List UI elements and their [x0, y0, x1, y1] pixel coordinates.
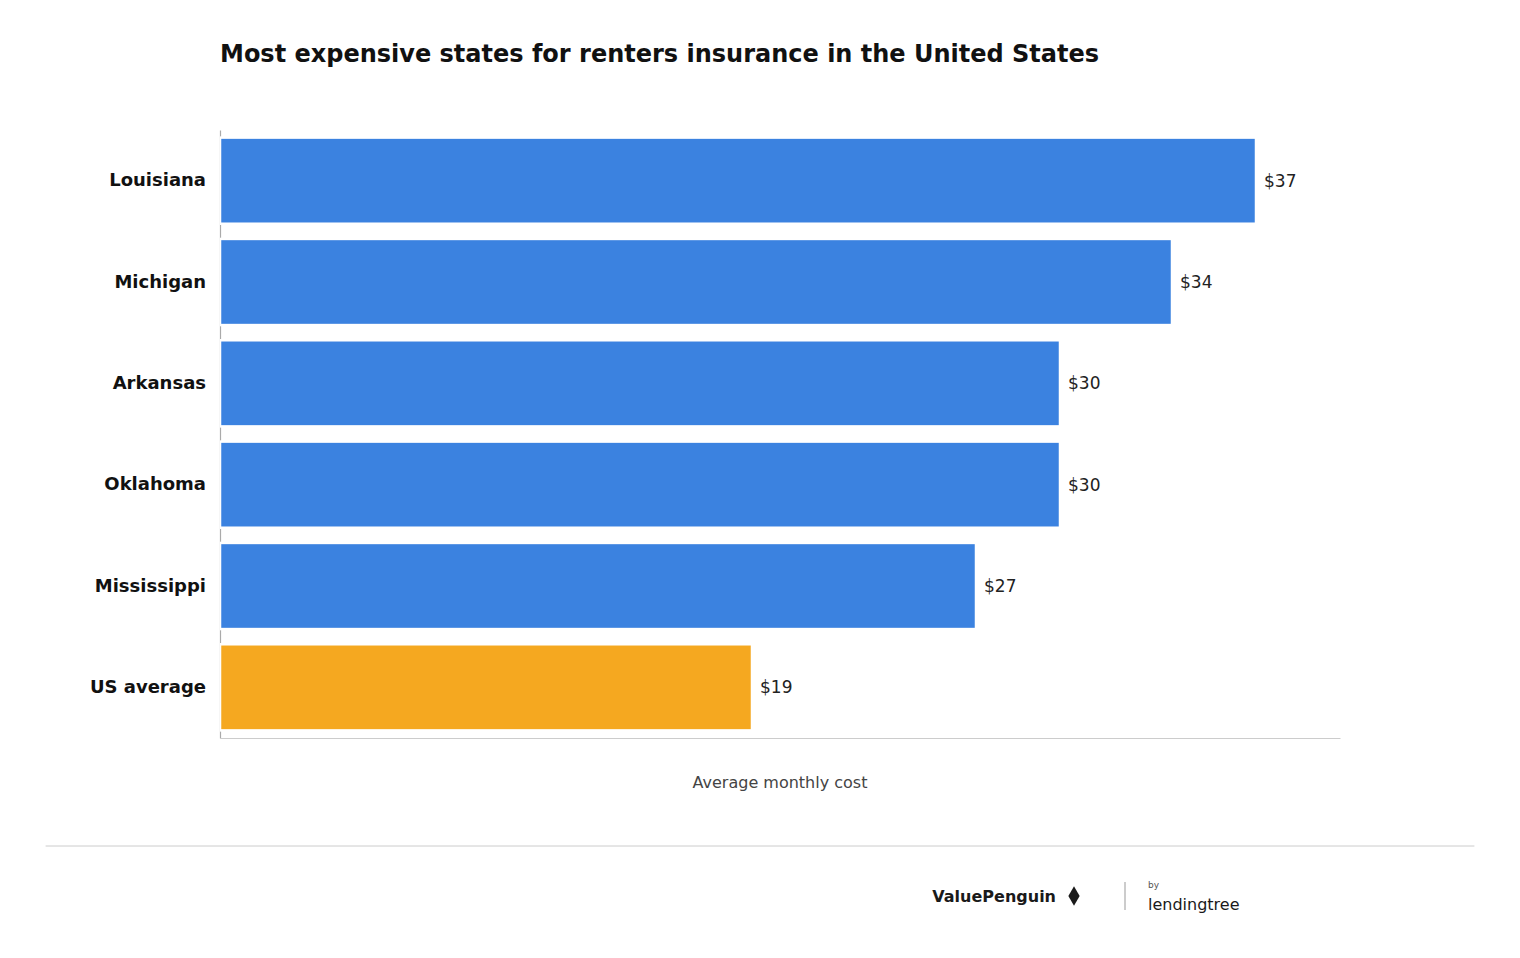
y-tick: Louisiana	[109, 169, 220, 190]
y-tick: Oklahoma	[104, 473, 220, 494]
bar	[220, 138, 1256, 224]
y-tick-label: Arkansas	[113, 372, 206, 393]
data-label: $37	[1264, 171, 1296, 191]
data-label: $34	[1180, 272, 1212, 292]
x-axis	[221, 738, 1341, 739]
y-tick: Mississippi	[95, 575, 220, 596]
footer-separator	[46, 846, 1475, 847]
data-label: $30	[1068, 475, 1100, 495]
y-axis: US average Mississippi Oklahoma Arkansas Mic…	[90, 131, 221, 739]
bars-inner	[220, 138, 1256, 731]
y-tick: US average	[90, 676, 220, 697]
data-label: $27	[984, 576, 1016, 596]
y-tick: Michigan	[114, 271, 220, 292]
footer-brand: ValuePenguin	[932, 887, 1056, 906]
data-label: $19	[760, 677, 792, 697]
bars	[220, 138, 1256, 731]
footer-by: by	[1148, 880, 1160, 890]
y-tick-label: Michigan	[114, 271, 206, 292]
x-axis-line	[221, 738, 1341, 739]
bar	[220, 543, 976, 629]
y-tick-label: Mississippi	[95, 575, 206, 596]
plot-area: $19 $27 $30 $30 $34 $37 US average Mississippi O…	[90, 131, 1341, 793]
footer-divider	[1124, 882, 1126, 910]
x-axis-title: Average monthly cost	[693, 773, 868, 792]
y-tick-label: US average	[90, 676, 206, 697]
bar	[220, 239, 1172, 325]
y-tick: Arkansas	[113, 372, 220, 393]
y-tick-label: Oklahoma	[104, 473, 206, 494]
bar	[220, 340, 1060, 426]
bar	[220, 442, 1060, 528]
y-tick-label: Louisiana	[109, 169, 206, 190]
chart-title: Most expensive states for renters insura…	[220, 40, 1099, 68]
footer-logo-shape	[1068, 886, 1079, 906]
data-label: $30	[1068, 373, 1100, 393]
bar	[220, 644, 752, 730]
footer-company: lendingtree	[1148, 895, 1240, 914]
chart-svg: Most expensive states for renters insura…	[0, 0, 1520, 958]
